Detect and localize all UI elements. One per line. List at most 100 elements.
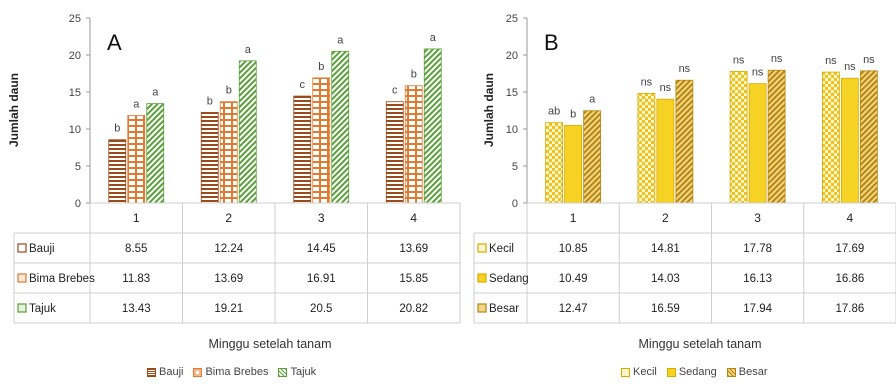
legend-swatch-tajuk: [278, 367, 288, 377]
bar-sig-label-b: ns: [660, 82, 672, 94]
table-cell-a-bima-brebes-2: 13.69: [214, 273, 243, 285]
table-series-label-a-bima-brebes: Bima Brebes: [29, 273, 95, 285]
table-swatch-b-besar: [477, 303, 487, 313]
table-cell-b-sedang-4: 16.86: [835, 273, 864, 285]
bar-a-bima-brebes-2: [219, 101, 238, 204]
bar-sig-label-b: a: [589, 94, 596, 106]
table-swatch-a-bauji: [17, 243, 27, 253]
bar-b-sedang-1: [564, 124, 583, 204]
bar-sig-label-a: a: [337, 34, 344, 46]
bar-sig-label-b: b: [570, 108, 576, 120]
legend-label-tajuk: Tajuk: [290, 366, 317, 378]
bar-a-bima-brebes-1: [127, 115, 146, 204]
table-cell-a-bauji-2: 12.24: [214, 243, 243, 255]
x-tick-label-a: 4: [410, 211, 417, 225]
legend-label-bima-brebes: Bima Brebes: [205, 366, 269, 378]
bar-sig-label-b: ns: [825, 55, 837, 67]
y-axis-title-a: Jumlah daun: [7, 73, 21, 147]
legend-item-besar: Besar: [726, 366, 768, 378]
table-swatch-a-bima-brebes: [17, 273, 27, 283]
table-cell-b-kecil-2: 14.81: [651, 243, 680, 255]
legend-swatch-bauji: [147, 367, 156, 377]
bar-sig-label-a: b: [226, 85, 232, 97]
table-series-label-b-sedang: Sedang: [489, 273, 529, 285]
table-cell-a-bauji-3: 14.45: [307, 243, 336, 255]
bar-sig-label-a: a: [152, 87, 159, 99]
legend-item-bima-brebes: Bima Brebes: [193, 366, 268, 378]
legend-label-kecil: Kecil: [633, 366, 657, 378]
table-cell-b-besar-2: 16.59: [651, 303, 680, 315]
bar-b-kecil-2: [637, 93, 656, 204]
bar-b-kecil-3: [729, 71, 748, 204]
table-cell-a-bima-brebes-4: 15.85: [399, 273, 428, 285]
bar-a-tajuk-3: [331, 50, 350, 204]
y-tick-label-b: 20: [506, 50, 518, 62]
y-tick-label-a: 25: [69, 13, 81, 25]
x-tick-label-a: 3: [318, 211, 325, 225]
bar-sig-label-a: a: [133, 98, 140, 110]
bar-sig-label-a: b: [114, 123, 120, 135]
bar-sig-label-a: a: [245, 44, 252, 56]
table-cell-b-kecil-4: 17.69: [835, 243, 864, 255]
legend-label-bauji: Bauji: [159, 366, 184, 378]
y-tick-label-b: 5: [512, 161, 518, 173]
x-axis-title-a: Minggu setelah tanam: [209, 337, 332, 351]
table-cell-a-tajuk-3: 20.5: [310, 303, 332, 315]
bar-sig-label-b: ns: [771, 53, 783, 65]
bar-a-bauji-4: [385, 101, 404, 204]
table-cell-b-besar-1: 12.47: [559, 303, 588, 315]
table-cell-b-sedang-1: 10.49: [559, 273, 588, 285]
y-tick-label-b: 15: [506, 87, 518, 99]
bar-sig-label-b: ns: [679, 63, 691, 75]
x-tick-label-b: 4: [847, 211, 854, 225]
bar-sig-label-b: ns: [863, 54, 875, 66]
table-cell-b-besar-3: 17.94: [743, 303, 772, 315]
bar-sig-label-a: b: [318, 61, 324, 73]
table-cell-a-tajuk-2: 19.21: [214, 303, 243, 315]
bar-b-sedang-4: [840, 77, 859, 204]
y-axis-title-b: Jumlah daun: [482, 73, 496, 147]
x-tick-label-b: 3: [754, 211, 761, 225]
y-tick-label-a: 5: [75, 161, 81, 173]
table-cell-b-kecil-3: 17.78: [743, 243, 772, 255]
bar-b-besar-1: [583, 110, 602, 204]
bar-sig-label-a: b: [207, 95, 213, 107]
x-tick-label-b: 2: [662, 211, 669, 225]
table-swatch-b-kecil: [477, 243, 487, 253]
bar-b-sedang-2: [656, 98, 675, 204]
bar-a-bima-brebes-4: [404, 85, 423, 204]
bar-a-bauji-1: [108, 139, 127, 204]
table-cell-b-besar-4: 17.86: [835, 303, 864, 315]
panel-label-b: B: [544, 30, 559, 55]
bar-sig-label-a: a: [430, 32, 437, 44]
table-series-label-a-tajuk: Tajuk: [29, 303, 56, 315]
bar-a-bauji-3: [293, 95, 312, 204]
bar-b-besar-3: [767, 69, 786, 204]
table-cell-a-tajuk-1: 13.43: [122, 303, 151, 315]
bar-sig-label-b: ab: [548, 106, 560, 118]
y-tick-label-b: 25: [506, 13, 518, 25]
legend-swatch-kecil: [621, 367, 630, 377]
table-cell-a-bima-brebes-3: 16.91: [307, 273, 336, 285]
y-tick-label-a: 15: [69, 87, 81, 99]
legend-item-bauji: Bauji: [147, 366, 183, 378]
table-series-label-b-besar: Besar: [489, 303, 519, 315]
table-cell-b-sedang-2: 14.03: [651, 273, 680, 285]
bar-b-besar-4: [859, 70, 878, 204]
legend-swatch-besar: [726, 367, 736, 377]
y-tick-label-a: 10: [69, 124, 81, 136]
table-swatch-b-sedang: [477, 273, 487, 283]
bar-a-bima-brebes-3: [312, 77, 331, 204]
panel-label-a: A: [107, 30, 122, 55]
bar-b-besar-2: [675, 79, 694, 204]
y-tick-label-a: 0: [75, 198, 81, 210]
bar-a-tajuk-2: [238, 60, 257, 204]
legend-swatch-sedang: [666, 367, 676, 377]
legend-item-tajuk: Tajuk: [278, 366, 316, 378]
bar-b-kecil-4: [821, 71, 840, 204]
y-tick-label-a: 20: [69, 50, 81, 62]
bar-sig-label-b: ns: [752, 67, 764, 79]
legend-b: Kecil Sedang Besar: [621, 366, 768, 378]
